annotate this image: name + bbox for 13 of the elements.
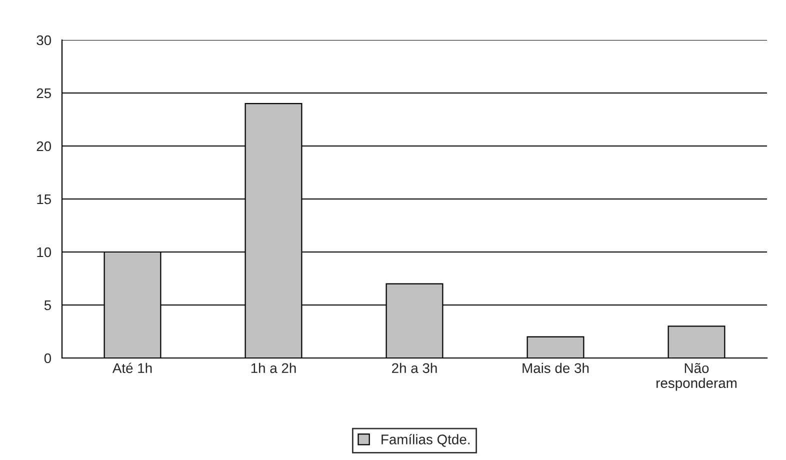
x-tick-label: 1h a 2h [251, 362, 296, 374]
x-tick-label: Até 1h [112, 362, 152, 374]
y-tick-label: 30 [36, 35, 52, 46]
y-tick-label: 15 [37, 194, 52, 204]
legend-label: Famílias Qtde. [382, 434, 470, 447]
y-tick-label: 0 [44, 353, 52, 364]
y-tick-label: 25 [36, 88, 52, 98]
x-tick-label: Não responderam [656, 362, 737, 391]
x-tick-label: Mais de 3h [522, 362, 589, 374]
x-tick-label: 2h a 3h [392, 362, 437, 374]
y-tick-label: 10 [37, 247, 52, 258]
y-tick-label: 5 [44, 300, 51, 310]
y-tick-label: 20 [36, 141, 52, 152]
